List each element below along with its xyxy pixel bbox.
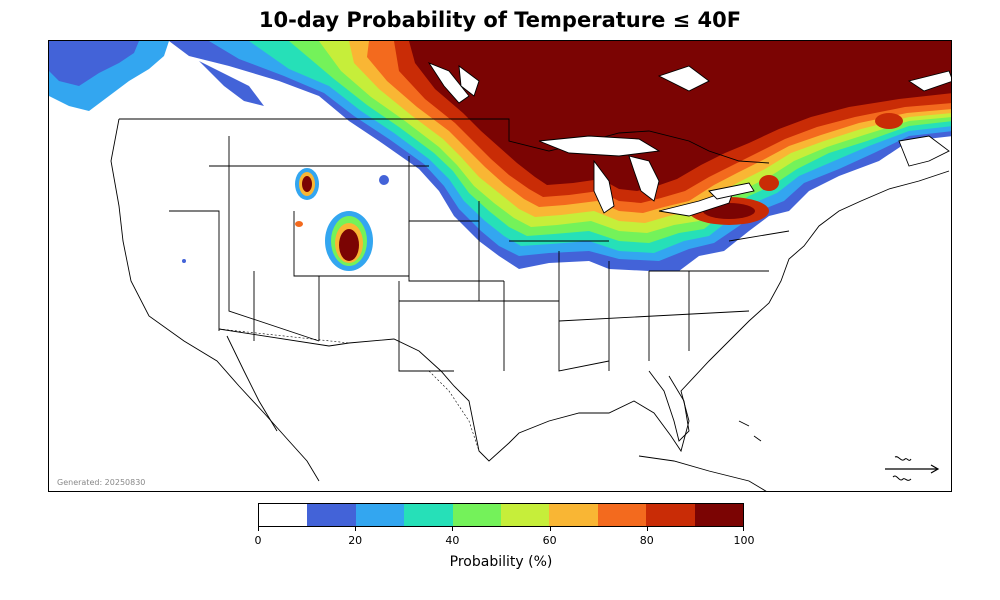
colorbar-tick-label: 100: [733, 534, 755, 547]
colorbar-tick-label: 60: [542, 534, 557, 547]
colorbar-tick-mark: [452, 527, 454, 531]
logo-mark: [885, 456, 940, 481]
geography-outlines: [110, 62, 951, 491]
colorbar-ticks: 0 20 40 60 80 100: [254, 527, 755, 547]
colorbar-tick-mark: [549, 527, 551, 531]
colorbar-tick-label: 40: [445, 534, 460, 547]
map-title: 10-day Probability of Temperature ≤ 40F: [258, 8, 742, 32]
colorbar-tick-mark: [743, 527, 744, 531]
colorbar-tick-mark: [646, 527, 648, 531]
colorbar-segment: [549, 504, 598, 526]
colorbar-tick-mark: [258, 527, 259, 531]
generated-timestamp: Generated: 20250830: [57, 478, 146, 487]
colorbar-segment: [501, 504, 550, 526]
colorbar-label: Probability (%): [449, 554, 553, 570]
colorbar-segment: [355, 504, 405, 526]
colorbar: [258, 503, 744, 527]
colorbar-segment: [597, 504, 647, 526]
colorbar-segment: [694, 504, 744, 526]
colorbar-tick-mark: [355, 527, 357, 531]
probability-field-northeast: [49, 41, 903, 225]
colorbar-segment: [646, 504, 695, 526]
map-canvas: [49, 41, 951, 491]
colorbar-segment: [307, 504, 356, 526]
colorbar-tick-label: 0: [254, 534, 262, 547]
colorbar-segment: [452, 504, 502, 526]
colorbar-tick-label: 20: [348, 534, 363, 547]
state-borders-dotted: [119, 118, 509, 452]
colorbar-tick-label: 80: [639, 534, 654, 547]
map-panel: Generated: 20250830: [48, 40, 952, 492]
colorbar-segment: [259, 504, 308, 526]
colorbar-segment: [404, 504, 453, 526]
probability-field-canada: [169, 41, 951, 271]
probability-field-rockies: [182, 168, 389, 271]
